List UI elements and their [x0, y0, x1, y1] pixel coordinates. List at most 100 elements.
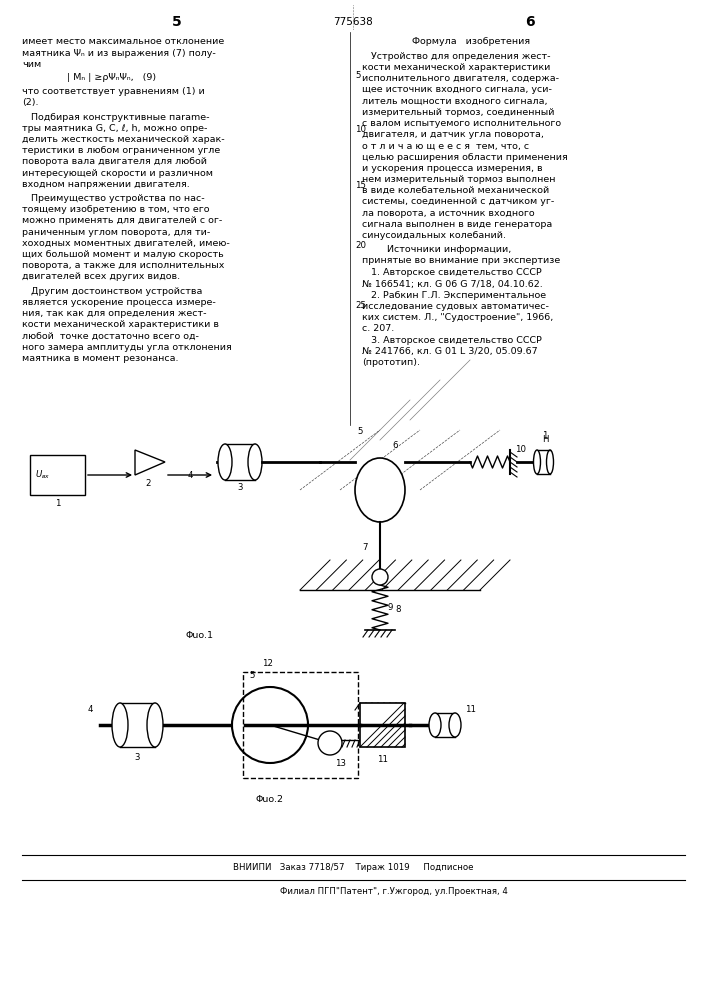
- Text: хоходных моментных двигателей, имею-: хоходных моментных двигателей, имею-: [22, 239, 230, 248]
- Text: теристики в любом ограниченном угле: теристики в любом ограниченном угле: [22, 146, 221, 155]
- Text: что соответствует уравнениям (1) и: что соответствует уравнениям (1) и: [22, 87, 205, 96]
- Text: двигателя, и датчик угла поворота,: двигателя, и датчик угла поворота,: [362, 130, 544, 139]
- Text: входном напряжении двигателя.: входном напряжении двигателя.: [22, 180, 189, 189]
- Text: 4: 4: [187, 471, 193, 480]
- Text: Филиал ПГП"Патент", г.Ужгород, ул.Проектная, 4: Филиал ПГП"Патент", г.Ужгород, ул.Проект…: [280, 888, 508, 896]
- Text: 5: 5: [250, 670, 255, 680]
- Text: Другим достоинством устройства: Другим достоинством устройства: [22, 287, 202, 296]
- Text: системы, соединенной с датчиком уг-: системы, соединенной с датчиком уг-: [362, 197, 554, 206]
- Text: 20: 20: [355, 240, 366, 249]
- Text: 3: 3: [238, 484, 243, 492]
- Text: делить жесткость механической харак-: делить жесткость механической харак-: [22, 135, 225, 144]
- Text: целью расширения области применения: целью расширения области применения: [362, 152, 568, 161]
- Text: Φuo.1: Φuo.1: [186, 631, 214, 640]
- Text: 11: 11: [377, 754, 388, 764]
- Polygon shape: [135, 450, 165, 475]
- Text: исследование судовых автоматичес-: исследование судовых автоматичес-: [362, 302, 549, 311]
- Text: интересующей скорости и различном: интересующей скорости и различном: [22, 169, 213, 178]
- Text: двигателей всех других видов.: двигателей всех других видов.: [22, 272, 180, 281]
- Text: исполнительного двигателя, содержа-: исполнительного двигателя, содержа-: [362, 74, 559, 83]
- Text: маятника Ψₙ и из выражения (7) полу-: маятника Ψₙ и из выражения (7) полу-: [22, 49, 216, 58]
- Text: литель мощности входного сигнала,: литель мощности входного сигнала,: [362, 97, 547, 105]
- Text: № 241766, кл. G 01 L 3/20, 05.09.67: № 241766, кл. G 01 L 3/20, 05.09.67: [362, 347, 537, 356]
- Text: H: H: [542, 436, 548, 444]
- Text: раниченным углом поворота, для ти-: раниченным углом поворота, для ти-: [22, 228, 210, 237]
- Text: маятника в момент резонанса.: маятника в момент резонанса.: [22, 354, 178, 363]
- Text: и ускорения процесса измерения, в: и ускорения процесса измерения, в: [362, 164, 543, 173]
- Text: щее источник входного сигнала, уси-: щее источник входного сигнала, уси-: [362, 85, 552, 94]
- Text: | Mₙ | ≥ρΨₙΨₙ,   (9): | Mₙ | ≥ρΨₙΨₙ, (9): [67, 73, 156, 82]
- Text: тры маятника G, C, ℓ, h, можно опре-: тры маятника G, C, ℓ, h, можно опре-: [22, 124, 207, 133]
- Text: принятые во внимание при экспертизе: принятые во внимание при экспертизе: [362, 256, 560, 265]
- Text: любой  точке достаточно всего од-: любой точке достаточно всего од-: [22, 331, 199, 340]
- Ellipse shape: [449, 713, 461, 737]
- Circle shape: [232, 687, 308, 763]
- Text: тоящему изобретению в том, что его: тоящему изобретению в том, что его: [22, 205, 209, 214]
- Text: 3: 3: [135, 752, 140, 762]
- Text: 2. Рабкин Г.Л. Экспериментальное: 2. Рабкин Г.Л. Экспериментальное: [362, 291, 546, 300]
- Text: 5: 5: [172, 15, 182, 29]
- Text: 10: 10: [515, 446, 526, 454]
- Text: 13: 13: [335, 758, 346, 768]
- Text: 2: 2: [145, 479, 151, 488]
- Text: Подбирая конструктивные паrame-: Подбирая конструктивные паrame-: [22, 113, 209, 122]
- Text: ких систем. Л., "Судостроение", 1966,: ких систем. Л., "Судостроение", 1966,: [362, 313, 554, 322]
- Text: 6: 6: [525, 15, 534, 29]
- Ellipse shape: [534, 450, 540, 474]
- Text: кости механической характеристики в: кости механической характеристики в: [22, 320, 219, 329]
- Ellipse shape: [355, 458, 405, 522]
- Text: 8: 8: [395, 605, 401, 614]
- Text: с. 207.: с. 207.: [362, 324, 395, 333]
- Text: № 166541; кл. G 06 G 7/18, 04.10.62.: № 166541; кл. G 06 G 7/18, 04.10.62.: [362, 280, 543, 289]
- Text: 7: 7: [362, 542, 368, 552]
- Text: 15: 15: [355, 180, 366, 190]
- Text: (2).: (2).: [22, 99, 38, 107]
- Text: Преимущество устройства по нас-: Преимущество устройства по нас-: [22, 194, 204, 203]
- Text: Формула   изобретения: Формула изобретения: [412, 37, 530, 46]
- Text: Устройство для определения жест-: Устройство для определения жест-: [362, 52, 551, 61]
- Text: поворота вала двигателя для любой: поворота вала двигателя для любой: [22, 157, 207, 166]
- Text: Источники информации,: Источники информации,: [387, 245, 511, 254]
- Text: 25: 25: [355, 300, 366, 310]
- Text: 5: 5: [355, 70, 361, 80]
- Text: ного замера амплитуды угла отклонения: ного замера амплитуды угла отклонения: [22, 343, 232, 352]
- Text: синусоидальных колебаний.: синусоидальных колебаний.: [362, 231, 506, 240]
- Text: сигнала выполнен в виде генератора: сигнала выполнен в виде генератора: [362, 220, 552, 229]
- Text: щих большой момент и малую скорость: щих большой момент и малую скорость: [22, 250, 223, 259]
- Text: 775638: 775638: [333, 17, 373, 27]
- Text: можно применять для двигателей с ог-: можно применять для двигателей с ог-: [22, 216, 222, 225]
- Text: 10: 10: [355, 125, 366, 134]
- Text: 12: 12: [262, 660, 274, 668]
- Text: ния, так как для определения жест-: ния, так как для определения жест-: [22, 309, 206, 318]
- Text: о т л и ч а ю щ е е с я  тем, что, с: о т л и ч а ю щ е е с я тем, что, с: [362, 141, 529, 150]
- Text: 1. Авторское свидетельство СССР: 1. Авторское свидетельство СССР: [362, 268, 542, 277]
- Text: 3. Авторское свидетельство СССР: 3. Авторское свидетельство СССР: [362, 336, 542, 345]
- Text: ВНИИПИ   Заказ 7718/57    Тираж 1019     Подписное: ВНИИПИ Заказ 7718/57 Тираж 1019 Подписно…: [233, 862, 473, 871]
- Ellipse shape: [218, 444, 232, 480]
- Text: 1: 1: [54, 499, 60, 508]
- Ellipse shape: [248, 444, 262, 480]
- Text: 11: 11: [465, 706, 476, 714]
- Bar: [360, 703, 405, 747]
- Circle shape: [372, 569, 388, 585]
- Ellipse shape: [429, 713, 441, 737]
- Text: имеет место максимальное отклонение: имеет место максимальное отклонение: [22, 37, 224, 46]
- Text: $U_{вх}$: $U_{вх}$: [35, 469, 50, 481]
- Text: ла поворота, а источник входного: ла поворота, а источник входного: [362, 209, 534, 218]
- Text: 9: 9: [387, 603, 392, 612]
- Text: 5: 5: [357, 428, 363, 436]
- Bar: [30, 455, 85, 495]
- Ellipse shape: [147, 703, 163, 747]
- Text: является ускорение процесса измере-: является ускорение процесса измере-: [22, 298, 216, 307]
- Text: кости механической характеристики: кости механической характеристики: [362, 63, 550, 72]
- Ellipse shape: [112, 703, 128, 747]
- Text: в виде колебательной механической: в виде колебательной механической: [362, 186, 549, 195]
- Text: с валом испытуемого исполнительного: с валом испытуемого исполнительного: [362, 119, 561, 128]
- Text: 1: 1: [542, 432, 548, 440]
- Text: чим: чим: [22, 60, 41, 69]
- Text: 6: 6: [392, 442, 398, 450]
- Ellipse shape: [547, 450, 554, 474]
- Text: нем измерительный тормоз выполнен: нем измерительный тормоз выполнен: [362, 175, 556, 184]
- Circle shape: [318, 731, 342, 755]
- Bar: [243, 672, 358, 778]
